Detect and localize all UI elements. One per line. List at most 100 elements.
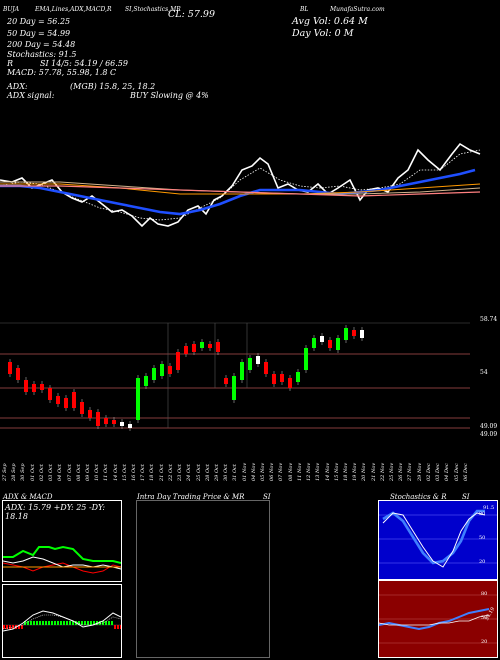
price-axis-top: 58.74 bbox=[480, 316, 498, 323]
date-label: 29 Nov bbox=[416, 462, 423, 481]
macd-panel bbox=[2, 584, 122, 658]
candle bbox=[136, 378, 140, 420]
date-label: 30 Oct bbox=[223, 464, 230, 481]
date-label: 03 Oct bbox=[48, 464, 55, 481]
date-label: 02 Oct bbox=[38, 464, 45, 481]
candle bbox=[64, 398, 68, 408]
date-label: 06 Nov bbox=[269, 462, 276, 481]
si-50: 50 bbox=[481, 615, 488, 621]
header-studies: EMA,Lines,ADX,MACD,R bbox=[35, 6, 112, 13]
candle bbox=[192, 344, 196, 352]
date-label: 05 Dec bbox=[453, 463, 460, 481]
date-label: 15 Oct bbox=[121, 464, 128, 481]
candle bbox=[144, 376, 148, 386]
candle bbox=[32, 384, 36, 392]
date-label: 24 Oct bbox=[186, 464, 193, 481]
date-label: 22 Oct bbox=[167, 464, 174, 481]
date-label: 08 Oct bbox=[75, 464, 82, 481]
stoch-50: 50 bbox=[479, 535, 486, 541]
date-label: 28 Oct bbox=[204, 464, 211, 481]
date-label: 01 Oct bbox=[29, 464, 36, 481]
date-label: 08 Nov bbox=[287, 462, 294, 481]
candle bbox=[216, 342, 220, 352]
macd-bar bbox=[72, 621, 74, 625]
candlestick-chart bbox=[0, 322, 470, 431]
candle bbox=[200, 342, 204, 348]
date-label: 16 Oct bbox=[131, 464, 138, 481]
adx-panel-label: ADX: 15.79 +DY: 25 -DY: 18.18 bbox=[5, 503, 106, 521]
macd-bar bbox=[39, 621, 41, 625]
candle bbox=[232, 376, 236, 400]
price-line bbox=[0, 142, 481, 228]
adx-signal-label: ADX signal: bbox=[7, 91, 55, 100]
stoch-current: 91.5 bbox=[483, 505, 495, 511]
day-volume: Day Vol: 0 M bbox=[292, 28, 354, 39]
macd-bar bbox=[117, 625, 119, 629]
candle bbox=[304, 348, 308, 370]
date-label: 04 Oct bbox=[57, 464, 64, 481]
candle bbox=[248, 358, 252, 370]
date-label: 10 Oct bbox=[94, 464, 101, 481]
macd-bar bbox=[57, 621, 59, 625]
candle bbox=[360, 330, 364, 338]
date-label: 25 Nov bbox=[389, 462, 396, 481]
candle bbox=[256, 356, 260, 364]
date-label: 27 Nov bbox=[407, 462, 414, 481]
date-label: 07 Oct bbox=[66, 464, 73, 481]
r-label: R bbox=[7, 59, 14, 68]
candle bbox=[48, 388, 52, 400]
date-label: 11 Oct bbox=[103, 464, 110, 481]
date-label: 07 Nov bbox=[278, 462, 285, 481]
candle bbox=[88, 410, 92, 418]
date-label: 01 Nov bbox=[241, 462, 248, 481]
candle bbox=[56, 396, 60, 404]
date-label: 17 Oct bbox=[140, 464, 147, 481]
date-label: 23 Oct bbox=[177, 464, 184, 481]
macd-bar bbox=[18, 625, 20, 629]
macd-bar bbox=[84, 621, 86, 625]
date-label: 27 Sep bbox=[2, 463, 8, 481]
date-label: 06 Dec bbox=[462, 463, 469, 481]
macd-bar bbox=[120, 625, 121, 629]
date-label: 20 Nov bbox=[361, 462, 368, 481]
candle bbox=[104, 418, 108, 424]
macd-bar bbox=[63, 621, 65, 625]
macd-bar bbox=[3, 625, 5, 629]
date-label: 29 Oct bbox=[213, 464, 220, 481]
adx-panel: ADX: 15.79 +DY: 25 -DY: 18.18 bbox=[2, 500, 122, 582]
candle bbox=[320, 336, 324, 342]
macd-bar bbox=[45, 621, 47, 625]
candle bbox=[184, 346, 188, 354]
candle bbox=[288, 378, 292, 388]
candle bbox=[96, 412, 100, 426]
macd-bar bbox=[24, 621, 26, 625]
date-label: 14 Nov bbox=[324, 462, 331, 481]
ema-200-line bbox=[0, 185, 481, 197]
bl-label: BL bbox=[300, 6, 309, 13]
price-axis-low2: 49.09 bbox=[480, 431, 498, 438]
macd-bar bbox=[105, 621, 107, 625]
macd-bar bbox=[27, 621, 29, 625]
candle bbox=[40, 384, 44, 390]
ema-20-label: 20 Day = 56.25 bbox=[7, 17, 71, 26]
date-label: 22 Nov bbox=[379, 462, 386, 481]
stoch-si: SI bbox=[462, 493, 470, 501]
date-label: 25 Oct bbox=[195, 464, 202, 481]
candle bbox=[8, 362, 12, 374]
candle bbox=[344, 328, 348, 340]
stoch-title: Stochastics & R bbox=[390, 493, 447, 501]
candle bbox=[336, 338, 340, 350]
candle bbox=[168, 366, 172, 374]
date-label: 12 Nov bbox=[306, 462, 313, 481]
candle bbox=[128, 424, 132, 428]
macd-bar bbox=[51, 621, 53, 625]
candle bbox=[24, 380, 28, 392]
date-label: 18 Nov bbox=[342, 462, 349, 481]
si-80: 80 bbox=[481, 591, 488, 597]
macd-bar bbox=[42, 621, 44, 625]
macd-bar bbox=[99, 621, 101, 625]
price-axis-mid: 54 bbox=[480, 369, 488, 376]
stoch-80: 80 bbox=[479, 511, 486, 517]
candle bbox=[280, 374, 284, 382]
si-value: SI 14/5: 54.19 / 66.59 bbox=[40, 59, 128, 68]
